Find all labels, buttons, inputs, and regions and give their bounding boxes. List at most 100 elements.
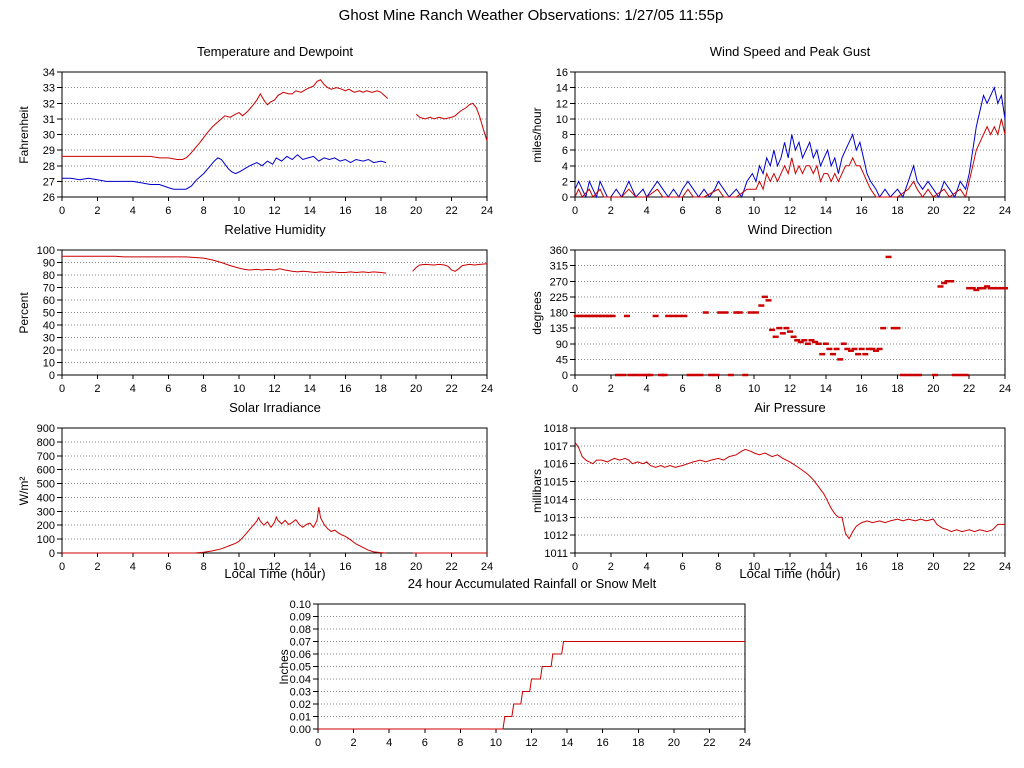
x-tick-label: 6 [679, 561, 685, 573]
y-tick-label: 90 [556, 339, 568, 351]
y-tick-label: 0.08 [290, 624, 311, 636]
x-tick-label: 14 [820, 205, 832, 217]
y-tick-label: 315 [550, 261, 568, 273]
y-tick-label: 900 [37, 423, 55, 435]
x-tick-label: 10 [233, 205, 245, 217]
y-tick-label: 0.02 [290, 699, 311, 711]
chart-title-solar: Solar Irradiance [229, 400, 321, 415]
y-tick-label: 200 [37, 520, 55, 532]
x-tick-label: 8 [201, 383, 207, 395]
y-axis-label-wm2: W/m² [17, 476, 31, 506]
y-tick-label: 50 [43, 308, 55, 320]
y-tick-label: 0 [562, 370, 568, 382]
y-tick-label: 0 [562, 192, 568, 204]
x-tick-label: 8 [201, 205, 207, 217]
x-tick-label: 20 [410, 205, 422, 217]
x-tick-label: 4 [130, 561, 136, 573]
y-tick-label: 60 [43, 295, 55, 307]
x-axis-caption-right: Local Time (hour) [739, 566, 841, 581]
y-tick-label: 400 [37, 492, 55, 504]
x-tick-label: 4 [386, 737, 392, 749]
x-axis-caption-left: Local Time (hour) [224, 566, 326, 581]
x-tick-label: 14 [304, 383, 316, 395]
y-tick-label: 100 [37, 245, 55, 257]
plot-border [61, 249, 488, 376]
chart-title-wind-direction: Wind Direction [747, 222, 833, 237]
x-tick-label: 22 [963, 383, 975, 395]
chart-title-pressure: Air Pressure [754, 400, 826, 415]
y-axis-label-inches: Inches [277, 649, 291, 685]
y-tick-label: 31 [43, 114, 55, 126]
x-tick-label: 16 [339, 383, 351, 395]
y-tick-label: 30 [43, 333, 55, 345]
y-tick-label: 1012 [544, 530, 568, 542]
y-tick-label: 180 [550, 308, 568, 320]
y-tick-label: 14 [556, 83, 568, 95]
x-tick-label: 14 [304, 205, 316, 217]
x-tick-label: 22 [963, 561, 975, 573]
y-tick-label: 0.07 [290, 637, 311, 649]
x-tick-label: 2 [608, 205, 614, 217]
y-tick-label: 1014 [544, 494, 568, 506]
x-tick-label: 16 [856, 561, 868, 573]
y-tick-label: 800 [37, 437, 55, 449]
y-tick-label: 100 [37, 534, 55, 546]
solar-irradiance-series [62, 507, 487, 554]
x-tick-label: 10 [748, 205, 760, 217]
axes-solar [57, 427, 488, 557]
x-tick-label: 12 [784, 561, 796, 573]
peak-gust-series [574, 86, 1006, 199]
x-tick-label: 4 [644, 205, 650, 217]
y-tick-label: 4 [562, 161, 568, 173]
x-tick-label: 20 [668, 737, 680, 749]
y-tick-label: 33 [43, 83, 55, 95]
x-tick-label: 0 [572, 383, 578, 395]
x-tick-label: 18 [375, 561, 387, 573]
y-tick-label: 1011 [544, 548, 568, 560]
axes-wdir [570, 249, 1006, 379]
y-tick-label: 90 [43, 258, 55, 270]
x-tick-label: 8 [715, 561, 721, 573]
y-tick-label: 700 [37, 451, 55, 463]
x-tick-label: 12 [268, 561, 280, 573]
chart-title-temperature: Temperature and Dewpoint [196, 44, 354, 59]
y-tick-label: 32 [43, 98, 55, 110]
wind-direction-series [573, 255, 1008, 377]
x-tick-label: 6 [422, 737, 428, 749]
x-tick-label: 2 [94, 383, 100, 395]
x-tick-label: 16 [856, 383, 868, 395]
x-tick-label: 20 [410, 383, 422, 395]
y-tick-label: 0.05 [290, 662, 311, 674]
x-tick-label: 24 [481, 205, 493, 217]
x-tick-label: 0 [572, 561, 578, 573]
x-tick-label: 20 [927, 561, 939, 573]
x-tick-label: 6 [679, 205, 685, 217]
x-tick-label: 2 [94, 205, 100, 217]
x-tick-label: 0 [59, 561, 65, 573]
relative-humidity-series [62, 255, 488, 274]
y-tick-label: 45 [556, 354, 568, 366]
x-tick-label: 24 [481, 561, 493, 573]
dewpoint-series [62, 154, 387, 190]
y-tick-label: 0.06 [290, 649, 311, 661]
x-tick-label: 12 [268, 205, 280, 217]
y-tick-label: 27 [43, 176, 55, 188]
y-tick-label: 500 [37, 479, 55, 491]
x-tick-label: 10 [233, 561, 245, 573]
x-tick-label: 10 [748, 383, 760, 395]
x-tick-label: 6 [165, 561, 171, 573]
y-tick-label: 0.04 [290, 674, 311, 686]
x-tick-label: 8 [715, 205, 721, 217]
x-tick-label: 2 [94, 561, 100, 573]
y-tick-label: 80 [43, 270, 55, 282]
y-tick-label: 0.10 [290, 599, 311, 611]
y-tick-label: 40 [43, 320, 55, 332]
y-tick-label: 1015 [544, 477, 568, 489]
x-tick-label: 0 [59, 383, 65, 395]
x-tick-label: 2 [608, 561, 614, 573]
x-tick-label: 12 [784, 205, 796, 217]
